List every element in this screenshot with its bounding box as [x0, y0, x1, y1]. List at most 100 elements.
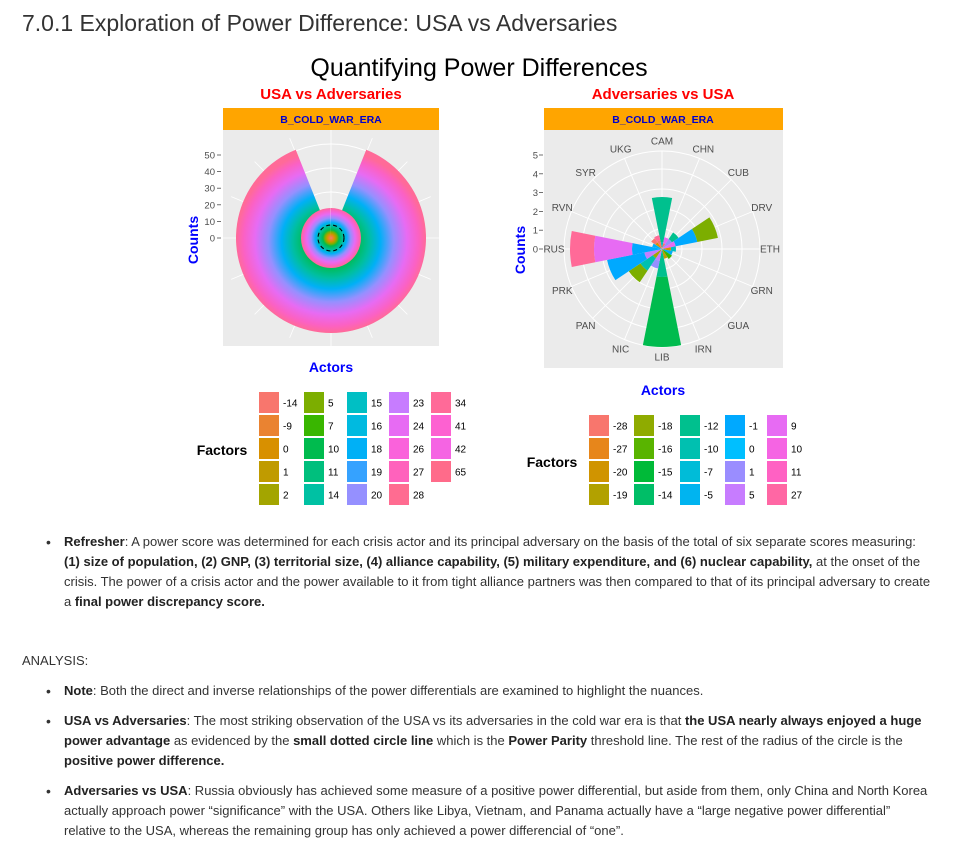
- left-legend-label: 0: [283, 445, 289, 456]
- section-heading: 7.0.1 Exploration of Power Difference: U…: [22, 10, 618, 36]
- usa-vs-bold-1: the USA nearly always enjoyed a huge pow…: [64, 713, 922, 748]
- right-y-tick-label: 5: [533, 151, 538, 162]
- right-y-tick-label: 3: [533, 188, 538, 199]
- left-polar-bars: [236, 149, 426, 333]
- left-legend-label: 42: [455, 445, 467, 456]
- right-actor-label: RUS: [543, 245, 564, 256]
- left-legend-key: [304, 461, 324, 482]
- usa-vs-bold-3: Power Parity: [508, 733, 588, 748]
- right-legend-label: -15: [658, 468, 673, 479]
- usa-vs-text-2: as evidenced by the: [170, 733, 294, 748]
- analysis-label: ANALYSIS:: [22, 653, 89, 668]
- left-y-tick-label: 10: [204, 217, 215, 228]
- right-bar-segment: [662, 243, 666, 249]
- left-legend-key: [389, 461, 409, 482]
- left-legend-label: 65: [455, 468, 467, 479]
- left-legend-label: 24: [413, 422, 425, 433]
- right-actor-label: CAM: [651, 137, 673, 148]
- left-legend-label: 5: [328, 399, 334, 410]
- right-bar-segment: [662, 249, 672, 259]
- right-legend-label: 11: [791, 468, 802, 479]
- left-legend-label: 14: [328, 491, 340, 502]
- right-bar-segment: [655, 249, 662, 261]
- left-legend-label: -14: [283, 399, 298, 410]
- right-x-axis-title: Actors: [641, 382, 686, 398]
- right-legend-label: -20: [613, 468, 628, 479]
- left-legend-key: [431, 461, 451, 482]
- left-y-ticks: 0 10 20 30 40 50: [204, 151, 221, 245]
- left-inner-bars: [301, 207, 362, 268]
- left-legend-label: 26: [413, 445, 425, 456]
- right-actor-labels: CAM CHN CUB DRV ETH GRN GUA IRN LIB NIC PAN PRK RUS R…: [543, 137, 780, 364]
- adv-vs-text: : Russia obviously has achieved some mea…: [64, 783, 928, 838]
- left-y-tick-label: 30: [204, 184, 215, 195]
- left-legend-label: 7: [328, 422, 334, 433]
- left-facet-strip: [223, 108, 439, 130]
- right-actor-label: IRN: [695, 344, 712, 355]
- left-y-tick-label: 20: [204, 200, 215, 211]
- left-legend-key: [389, 392, 409, 413]
- left-legend-label: 18: [371, 445, 383, 456]
- right-legend-key: [725, 461, 745, 482]
- right-legend: -28-27-20-19-18-16-15-14-12-10-7-5-10159…: [589, 415, 803, 505]
- left-legend-label: 23: [413, 399, 425, 410]
- right-legend-label: 0: [749, 445, 755, 456]
- right-actor-label: PRK: [552, 286, 573, 297]
- right-legend-label: -16: [658, 445, 673, 456]
- right-actor-label: UKG: [610, 145, 632, 156]
- right-legend-key: [767, 415, 787, 436]
- left-legend-key: [259, 392, 279, 413]
- right-bar-segment: [651, 197, 673, 243]
- right-legend-key: [767, 484, 787, 505]
- right-bar-segment: [628, 263, 648, 283]
- right-legend-key: [680, 438, 700, 459]
- adv-vs-label: Adversaries vs USA: [64, 783, 188, 798]
- left-legend-key: [431, 438, 451, 459]
- right-bar-segment: [607, 252, 648, 281]
- right-bar-segment: [662, 249, 673, 256]
- left-legend-label: 1: [283, 468, 289, 479]
- left-legend-label: 19: [371, 468, 383, 479]
- right-legend-key: [634, 415, 654, 436]
- left-facet-strip-label: B_COLD_WAR_ERA: [280, 114, 382, 126]
- right-actor-label: LIB: [654, 353, 669, 364]
- right-legend-label: -27: [613, 445, 628, 456]
- power-difference-figure: Quantifying Power Differences USA vs Adv…: [185, 54, 803, 505]
- right-legend-key: [634, 438, 654, 459]
- right-bar-segment: [642, 276, 682, 347]
- right-legend-title: Factors: [527, 454, 578, 470]
- right-legend-key: [767, 461, 787, 482]
- right-legend-label: -1: [749, 422, 758, 433]
- right-bar-segment: [662, 249, 668, 259]
- refresher-text-1: : A power score was determined for each …: [124, 534, 916, 549]
- left-y-tick-label: 50: [204, 151, 215, 162]
- right-actor-label: RVN: [552, 203, 573, 214]
- right-bar-segment: [652, 249, 662, 259]
- left-legend-label: 10: [328, 445, 340, 456]
- usa-vs-label: USA vs Adversaries: [64, 713, 187, 728]
- left-panel: USA vs Adversaries B_COLD_WAR_ERA 010203…: [185, 86, 467, 505]
- left-legend-label: 41: [455, 422, 467, 433]
- right-legend-key: [589, 415, 609, 436]
- left-y-tick-label: 40: [204, 167, 215, 178]
- analysis-list: Note: Both the direct and inverse relati…: [0, 681, 953, 841]
- right-legend-label: -7: [704, 468, 713, 479]
- right-legend-key: [589, 461, 609, 482]
- right-legend-label: 1: [749, 468, 755, 479]
- right-actor-label: GRN: [751, 286, 773, 297]
- right-bar-segment: [668, 232, 679, 243]
- right-legend-key: [725, 415, 745, 436]
- right-bar-segment: [662, 239, 672, 249]
- right-bar-segment: [663, 237, 669, 245]
- right-bar-segment: [644, 249, 662, 260]
- right-bar-segment: [570, 231, 596, 267]
- left-legend-label: -9: [283, 422, 292, 433]
- right-actor-label: DRV: [751, 203, 772, 214]
- power-parity-circle: [317, 224, 345, 252]
- usa-vs-adversaries-item: USA vs Adversaries: The most striking ob…: [0, 711, 953, 771]
- left-y-axis-title: Counts: [185, 216, 201, 264]
- right-legend-label: -10: [704, 445, 719, 456]
- right-bar-segment: [691, 217, 718, 242]
- right-bar-segment: [640, 255, 656, 271]
- left-legend-label: 15: [371, 399, 383, 410]
